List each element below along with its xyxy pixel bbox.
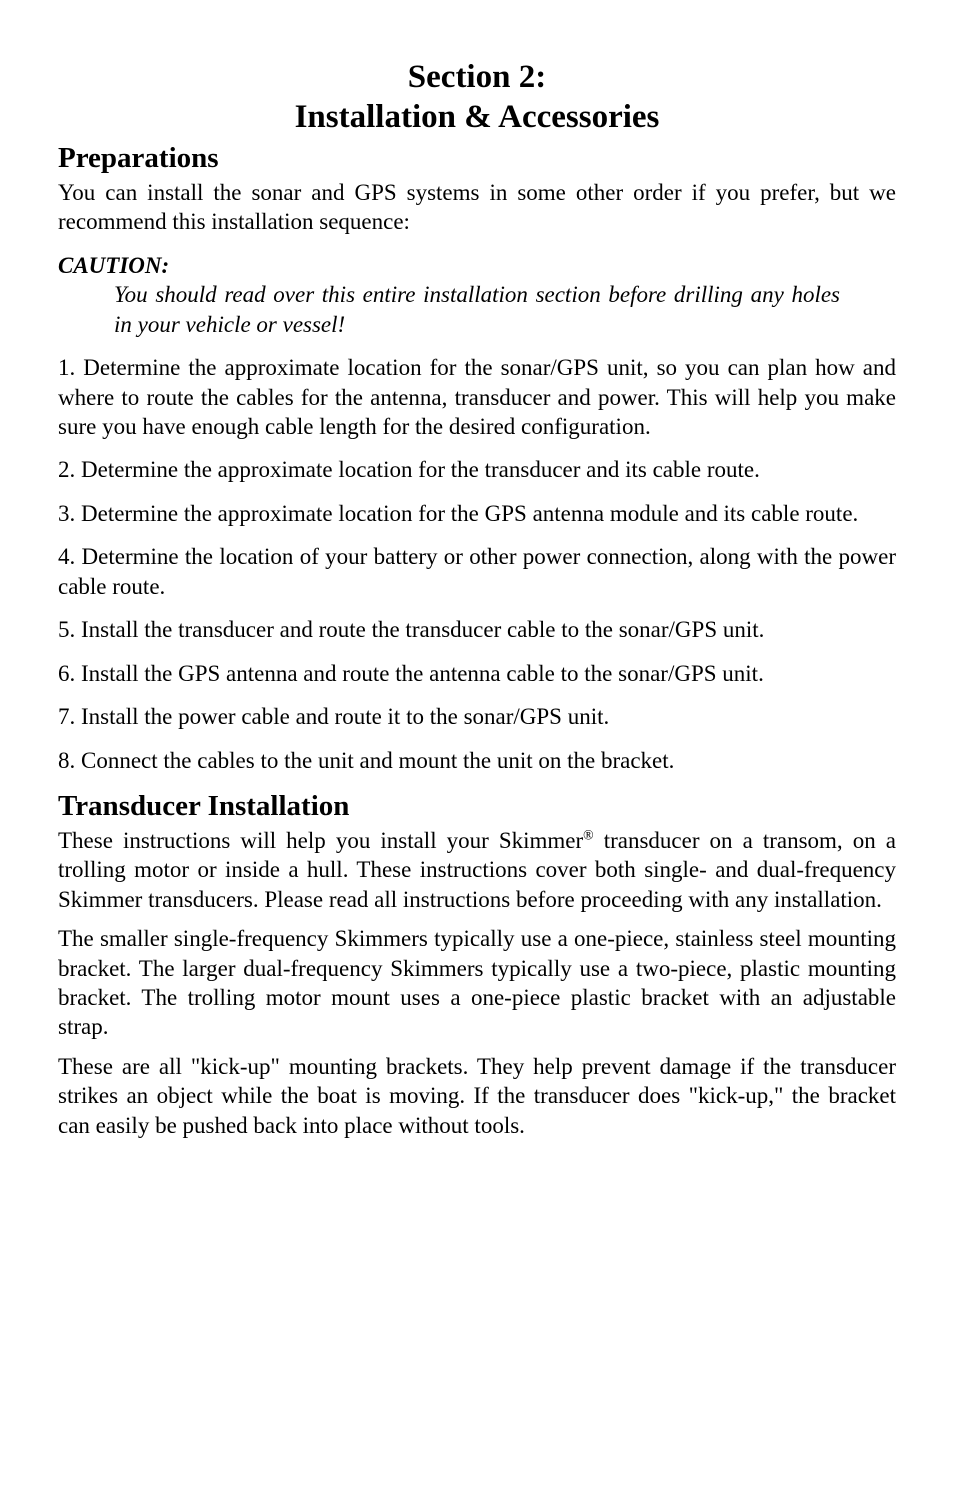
transducer-para-1a: These instructions will help you install… bbox=[58, 828, 583, 853]
preparations-intro: You can install the sonar and GPS system… bbox=[58, 178, 896, 237]
transducer-para-1: These instructions will help you install… bbox=[58, 826, 896, 914]
registered-symbol: ® bbox=[583, 827, 593, 842]
section-title: Installation & Accessories bbox=[58, 98, 896, 138]
transducer-para-3: These are all "kick-up" mounting bracket… bbox=[58, 1052, 896, 1140]
caution-body: You should read over this entire install… bbox=[114, 280, 840, 339]
step-1: 1. Determine the approximate location fo… bbox=[58, 353, 896, 441]
step-8: 8. Connect the cables to the unit and mo… bbox=[58, 746, 896, 775]
preparations-heading: Preparations bbox=[58, 141, 896, 176]
step-6: 6. Install the GPS antenna and route the… bbox=[58, 659, 896, 688]
step-4: 4. Determine the location of your batter… bbox=[58, 542, 896, 601]
step-2: 2. Determine the approximate location fo… bbox=[58, 455, 896, 484]
transducer-para-2: The smaller single-frequency Skimmers ty… bbox=[58, 924, 896, 1042]
step-3: 3. Determine the approximate location fo… bbox=[58, 499, 896, 528]
step-5: 5. Install the transducer and route the … bbox=[58, 615, 896, 644]
section-number: Section 2: bbox=[58, 58, 896, 98]
page: Section 2: Installation & Accessories Pr… bbox=[0, 0, 954, 1487]
caution-label: CAUTION: bbox=[58, 251, 896, 280]
step-7: 7. Install the power cable and route it … bbox=[58, 702, 896, 731]
transducer-heading: Transducer Installation bbox=[58, 789, 896, 824]
